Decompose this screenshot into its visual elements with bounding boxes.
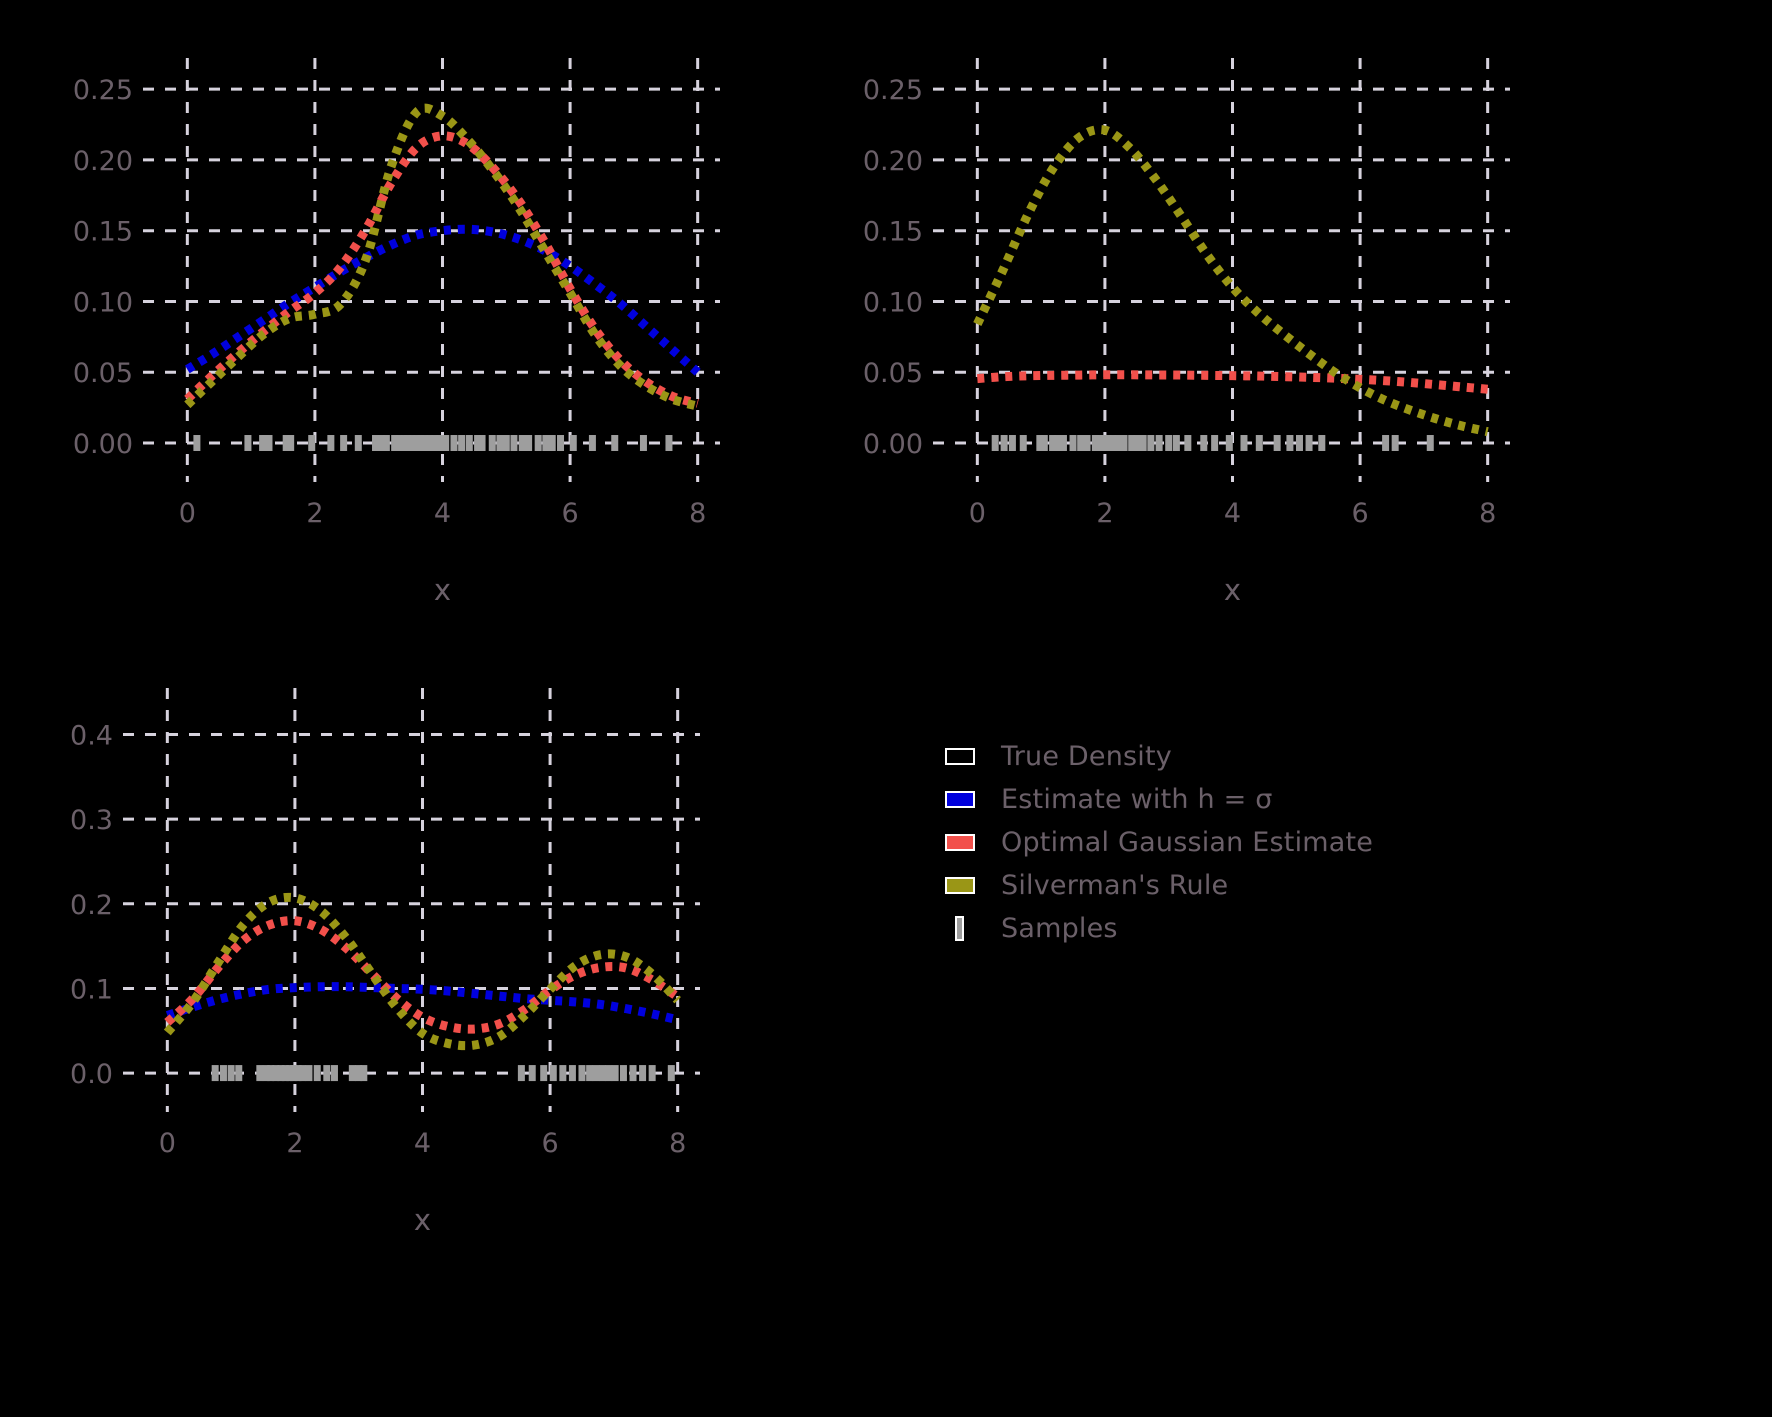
y-tick-label: 0.4: [70, 721, 113, 752]
legend-item-optimal-gaussian: Optimal Gaussian Estimate: [945, 821, 1505, 864]
series-line: [973, 125, 1489, 437]
legend-item-estimate-h-sigma: Estimate with h = σ: [945, 778, 1505, 821]
y-tick-label: 0.20: [863, 146, 923, 177]
x-tick-label: 0: [159, 1128, 176, 1159]
chart-panel-top-left: 0.00 0.05 0.10 0.15 0.20 0.25 0 2 4 6 8 x: [0, 20, 790, 620]
y-tick-label: 0.10: [863, 287, 923, 318]
x-axis-title: x: [1224, 573, 1241, 607]
legend-swatch-estimate-h-sigma: [945, 791, 975, 808]
x-tick-label: 6: [561, 498, 578, 529]
legend-label-optimal-gaussian: Optimal Gaussian Estimate: [1001, 827, 1374, 858]
x-tick-label: 2: [286, 1128, 303, 1159]
series-line: [184, 103, 699, 411]
y-tick-label: 0.15: [73, 217, 133, 248]
x-tick-label: 4: [434, 498, 451, 529]
y-tick-label: 0.1: [70, 974, 113, 1005]
legend-label-true-density: True Density: [1001, 741, 1172, 772]
legend-swatch-samples: [955, 916, 964, 941]
series-line: [164, 916, 681, 1034]
chart-legend: True Density Estimate with h = σ Optimal…: [945, 735, 1505, 950]
x-tick-label: 4: [1224, 498, 1241, 529]
series-line: [977, 370, 1489, 394]
x-tick-label: 8: [1479, 498, 1496, 529]
x-tick-label: 2: [1096, 498, 1113, 529]
x-tick-label: 6: [541, 1128, 558, 1159]
x-tick-label: 0: [179, 498, 196, 529]
chart-panel-top-right: 0.00 0.05 0.10 0.15 0.20 0.25 0 2 4 6 8 x: [790, 20, 1580, 620]
y-tick-label: 0.10: [73, 287, 133, 318]
y-tick-label: 0.05: [863, 358, 923, 389]
series-line: [165, 982, 679, 1025]
legend-item-samples: Samples: [945, 907, 1505, 950]
x-tick-label: 4: [414, 1128, 431, 1159]
x-tick-label: 8: [689, 498, 706, 529]
y-tick-label: 0.25: [863, 75, 923, 106]
y-tick-label: 0.20: [73, 146, 133, 177]
legend-label-samples: Samples: [1001, 913, 1118, 944]
y-tick-label: 0.15: [863, 217, 923, 248]
legend-swatch-optimal-gaussian: [945, 834, 975, 851]
y-tick-label: 0.25: [73, 75, 133, 106]
y-tick-label: 0.00: [73, 429, 133, 460]
y-tick-label: 0.05: [73, 358, 133, 389]
series-line: [163, 892, 681, 1051]
legend-swatch-silvermans-rule: [945, 877, 975, 894]
x-tick-label: 6: [1351, 498, 1368, 529]
legend-label-silvermans-rule: Silverman's Rule: [1001, 870, 1229, 901]
legend-item-silvermans-rule: Silverman's Rule: [945, 864, 1505, 907]
y-tick-label: 0.0: [70, 1059, 113, 1090]
chart-panel-bottom-left: 0.0 0.1 0.2 0.3 0.4 0 2 4 6 8 x: [0, 650, 790, 1250]
legend-label-estimate-h-sigma: Estimate with h = σ: [1001, 784, 1273, 815]
x-axis-title: x: [434, 573, 451, 607]
y-tick-label: 0.3: [70, 805, 113, 836]
legend-item-true-density: True Density: [945, 735, 1505, 778]
series-line: [184, 224, 701, 376]
x-tick-label: 2: [306, 498, 323, 529]
x-axis-title: x: [414, 1203, 431, 1237]
y-tick-label: 0.00: [863, 429, 923, 460]
y-tick-label: 0.2: [70, 890, 113, 921]
x-tick-label: 8: [669, 1128, 686, 1159]
x-tick-label: 0: [969, 498, 986, 529]
legend-swatch-true-density: [945, 748, 975, 765]
